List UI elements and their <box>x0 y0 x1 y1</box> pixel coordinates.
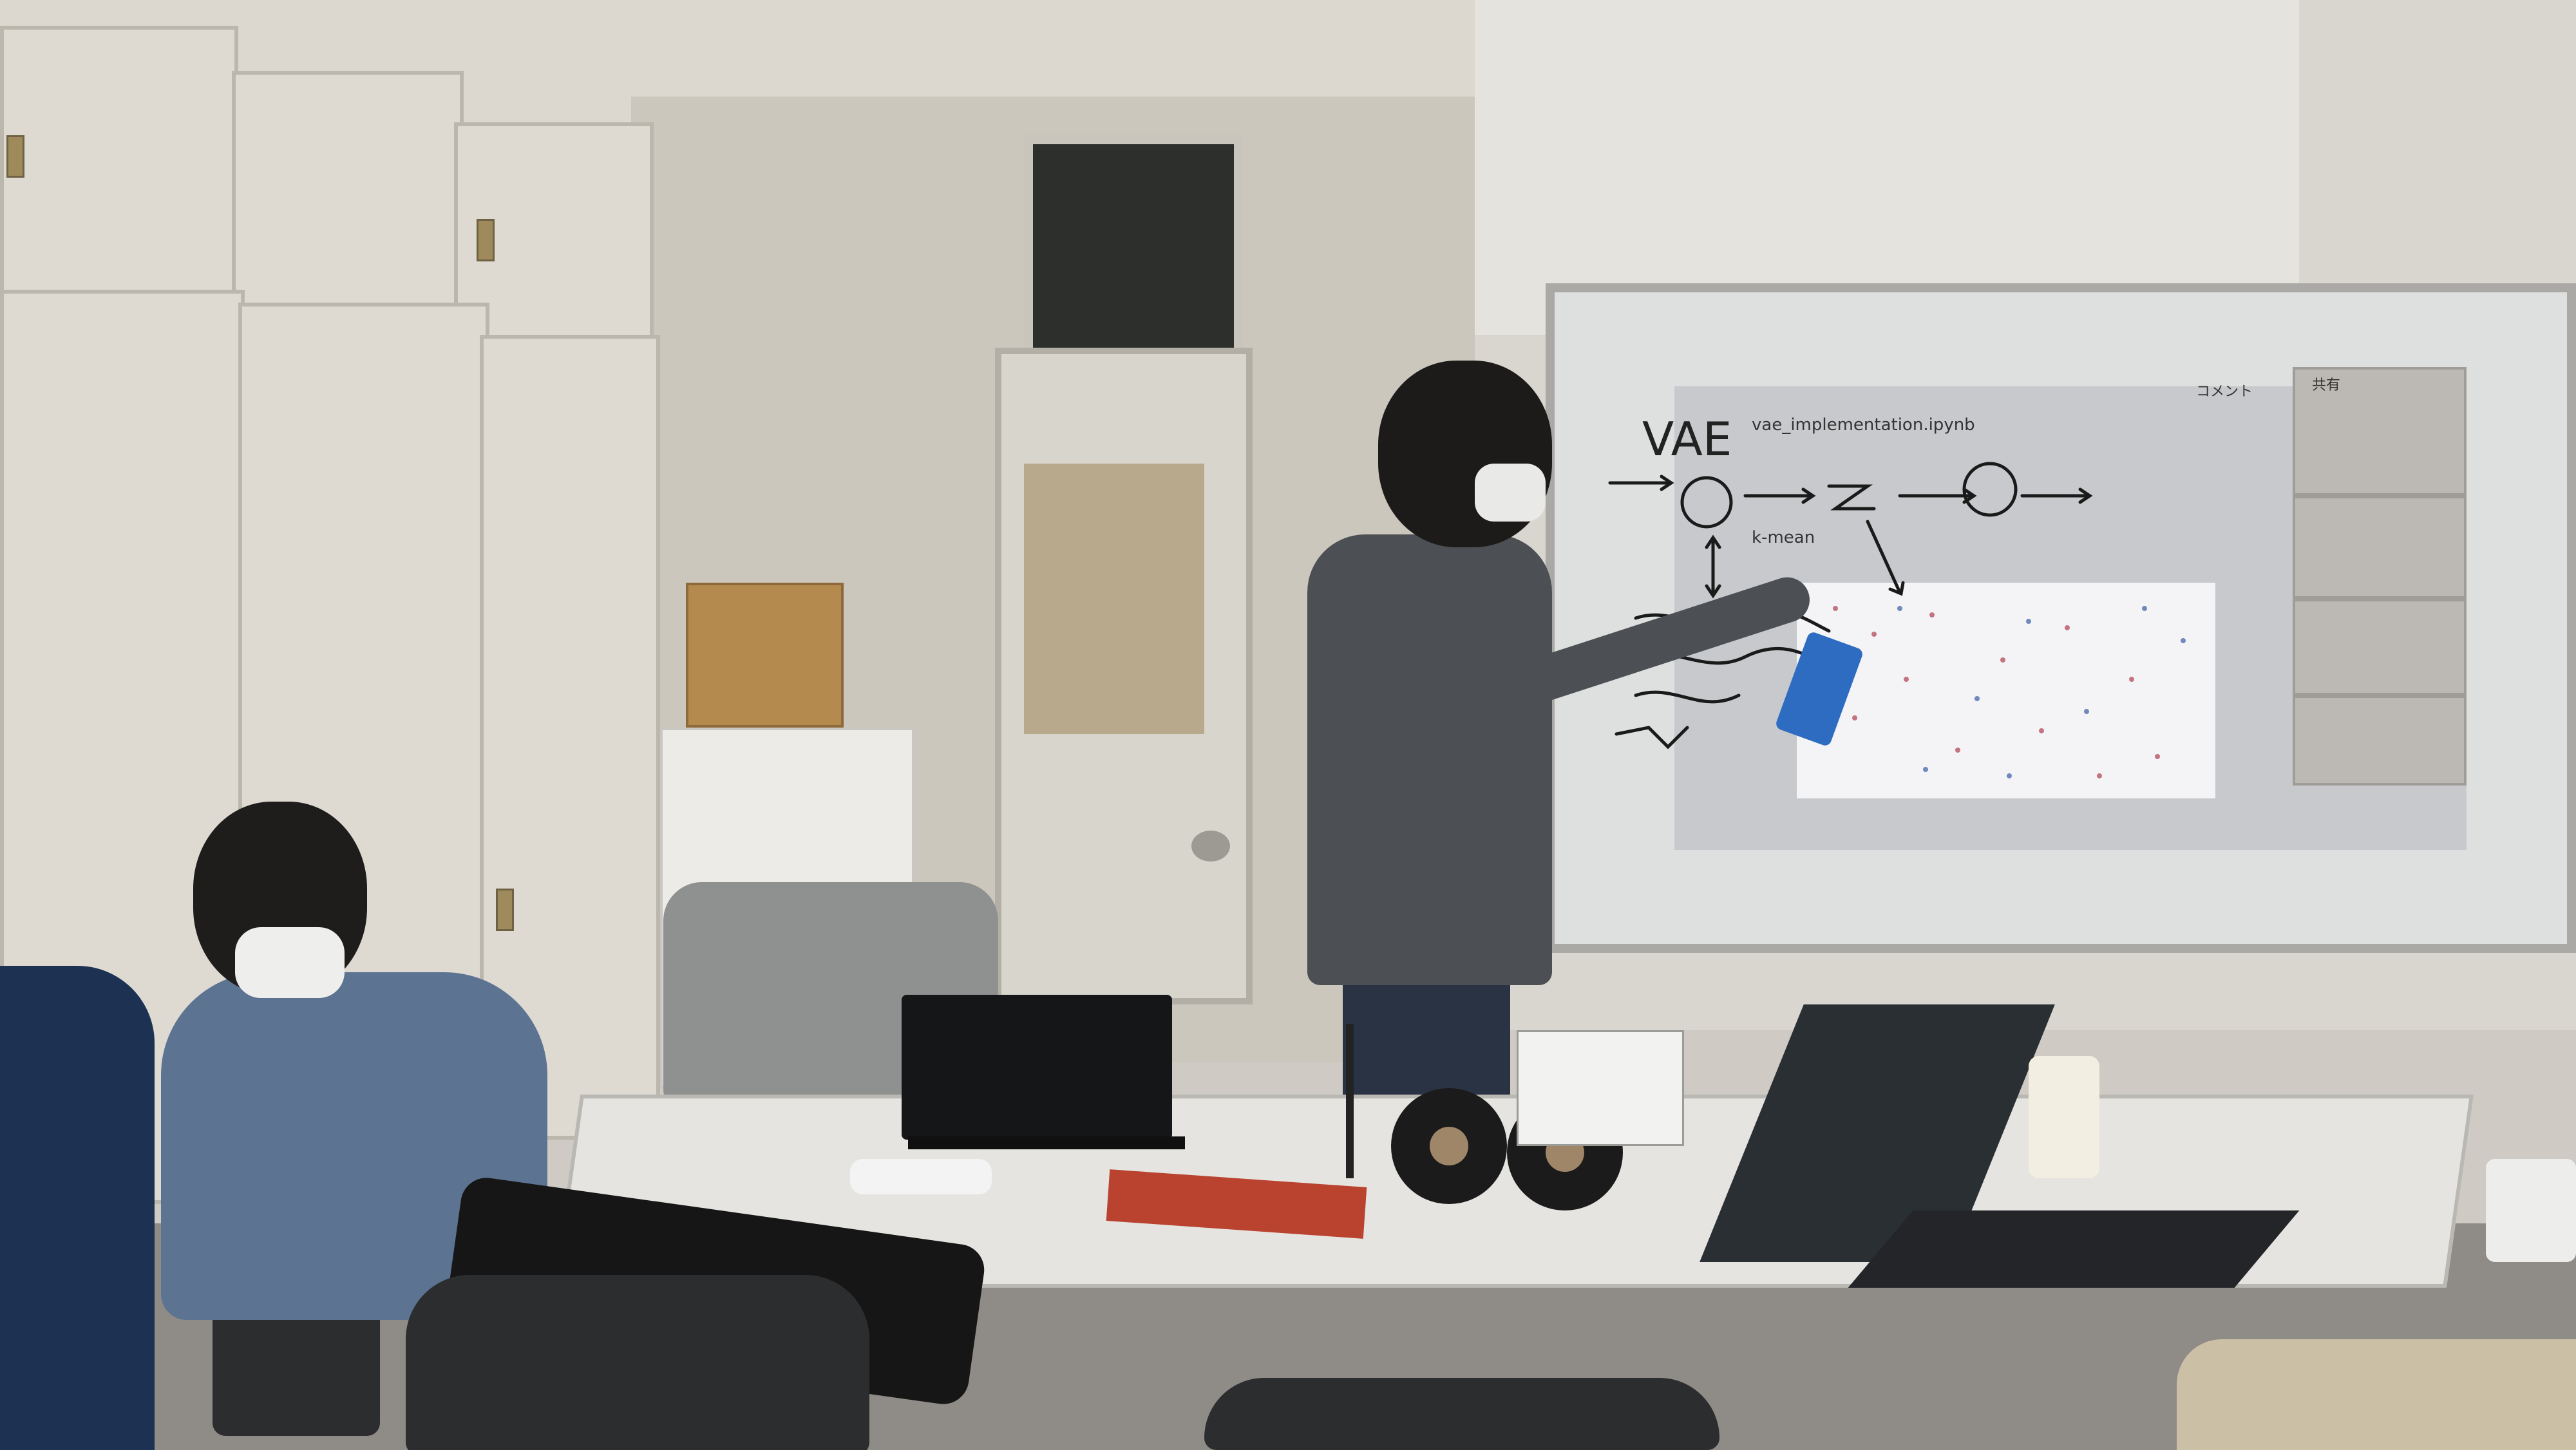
chair-back-foreground <box>406 1275 869 1450</box>
upper-wall-band <box>1475 0 2299 335</box>
doorknob <box>1191 831 1230 862</box>
desk-calendar <box>1517 1030 1684 1146</box>
scatter-points <box>1833 606 2186 778</box>
sanitizer-bottle <box>2029 1056 2099 1178</box>
presenter-mask <box>1475 464 1546 522</box>
notebook-filename-text: vae_implementation.ipynb <box>1752 415 1975 435</box>
cabinet-handle <box>477 219 495 261</box>
desk-phone <box>2486 1159 2576 1262</box>
comment-label-text: コメント <box>2196 384 2253 400</box>
thermometer <box>850 1159 992 1194</box>
notebook-section: k-mean <box>1752 528 1815 547</box>
laptop-left-base <box>908 1136 1185 1149</box>
cabinet-handle <box>6 135 24 178</box>
speaker-left <box>1391 1088 1507 1204</box>
cabinet-upper-left <box>0 26 238 296</box>
notebook-filename: vae_implementation.ipynb <box>1752 415 1975 435</box>
chair-back-foreground-right <box>1204 1378 1719 1450</box>
door-transom-window <box>1024 135 1243 361</box>
door-curtain <box>1024 464 1204 734</box>
camera-tripod <box>1346 1024 1354 1178</box>
video-call-tile <box>2293 496 2467 599</box>
seated-person-mask <box>235 927 345 998</box>
whiteboard-title-text: VAE <box>1642 412 1732 466</box>
cardboard-box <box>686 583 844 728</box>
foreground-person <box>0 966 155 1450</box>
share-label-text: 共有 <box>2312 377 2341 393</box>
notebook-section-text: k-mean <box>1752 528 1815 547</box>
comment-button-label: コメント <box>2196 380 2253 400</box>
share-button-label: 共有 <box>2312 373 2340 394</box>
whiteboard-title-vae: VAE <box>1642 412 1732 466</box>
video-call-tile <box>2293 367 2467 496</box>
video-call-tile <box>2293 695 2467 786</box>
speaker-icon <box>1430 1127 1468 1165</box>
cabinet-handle <box>496 889 514 931</box>
laptop-left <box>902 995 1172 1140</box>
presenter-body <box>1307 534 1552 985</box>
cabinet-upper-middle <box>232 71 464 322</box>
projected-scatter-plot <box>1797 583 2215 798</box>
laptop-right-keyboard <box>1848 1210 2300 1288</box>
video-call-tile <box>2293 599 2467 695</box>
foreground-person-right <box>2177 1339 2576 1450</box>
